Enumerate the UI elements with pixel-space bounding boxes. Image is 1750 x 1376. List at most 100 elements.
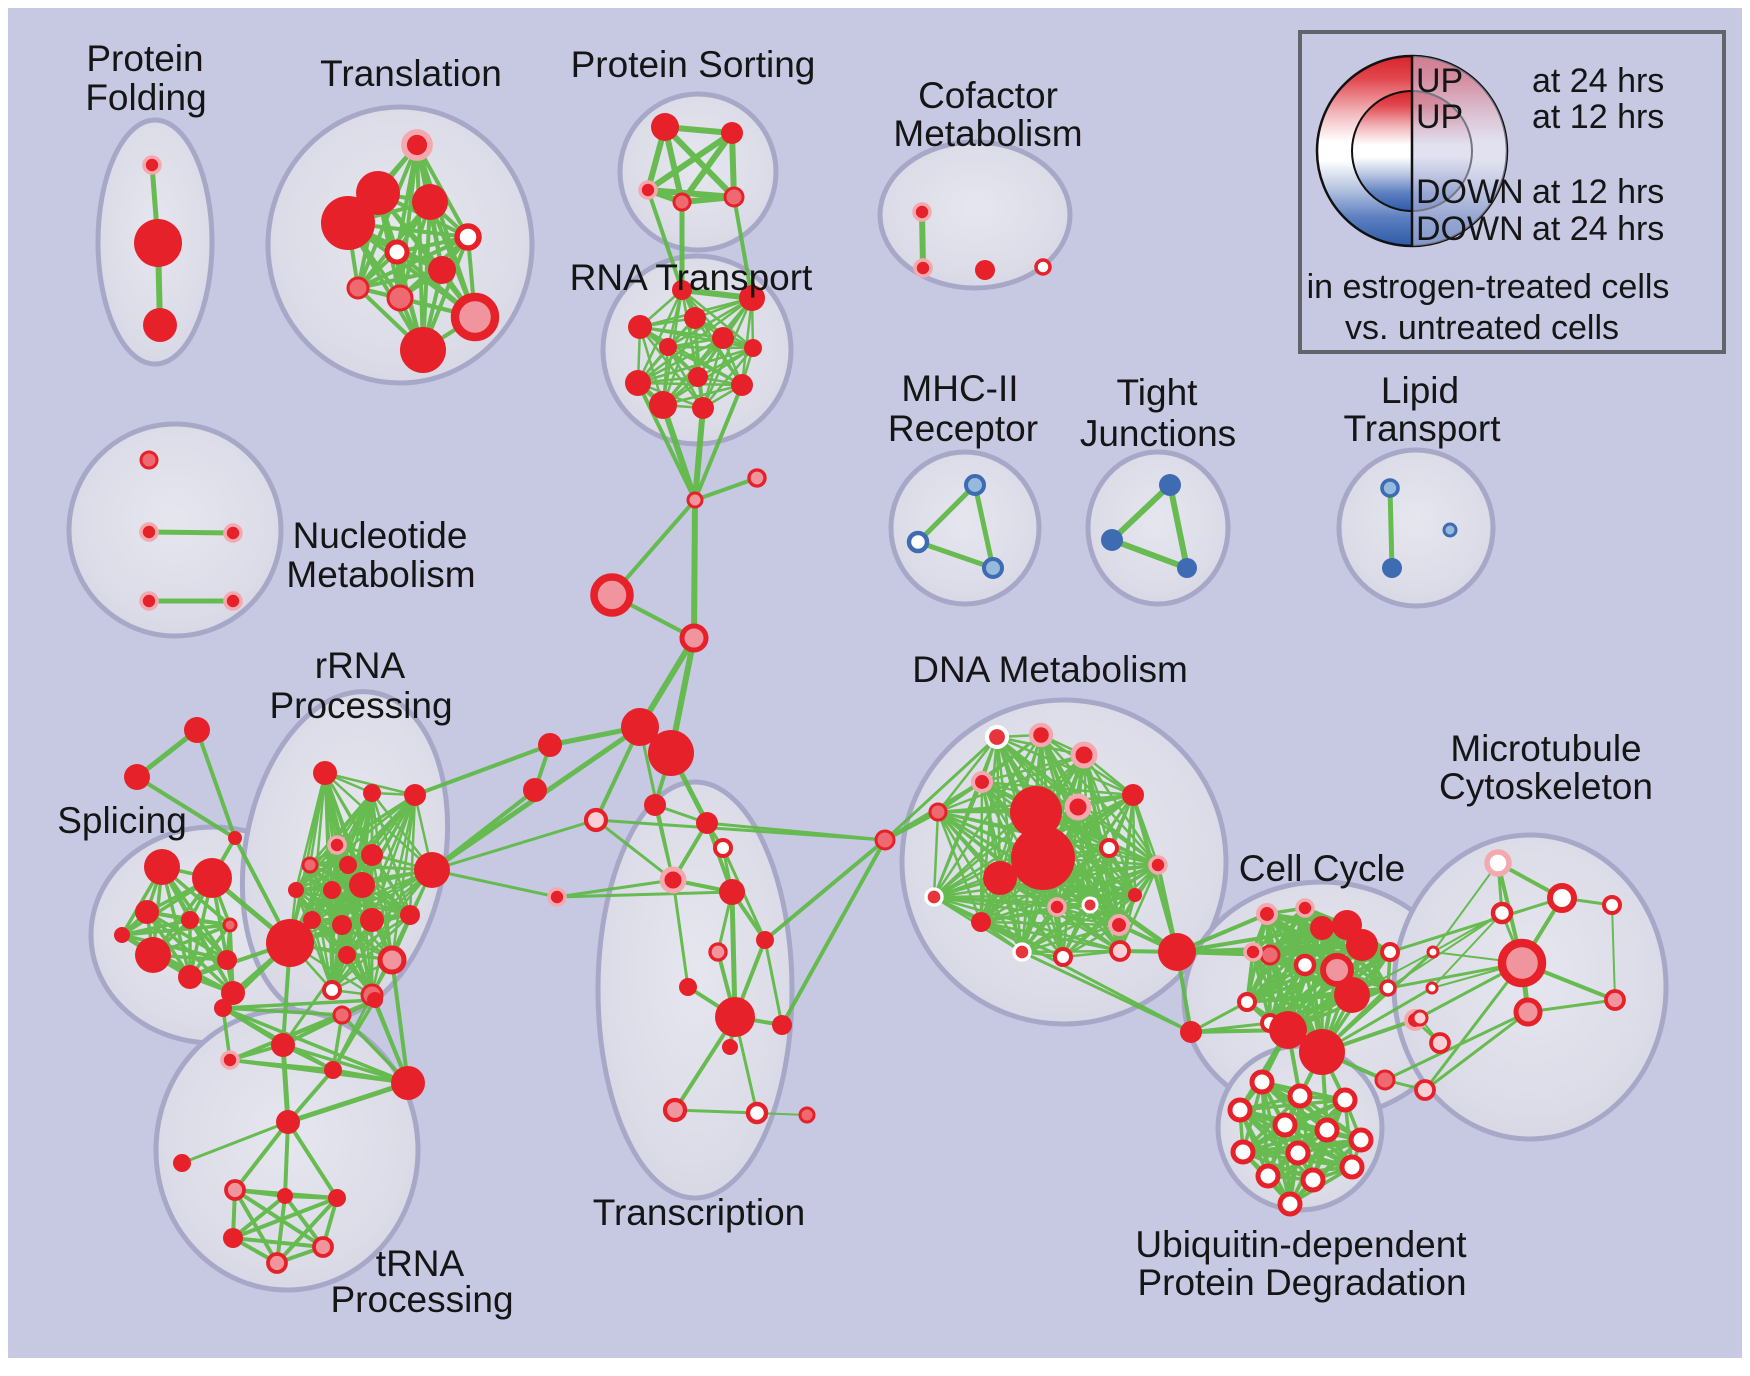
- gene-node[interactable]: [906, 530, 930, 554]
- gene-node[interactable]: [139, 591, 159, 611]
- gene-node[interactable]: [312, 1236, 334, 1258]
- gene-node[interactable]: [1295, 898, 1315, 918]
- gene-node[interactable]: [971, 912, 991, 932]
- gene-node[interactable]: [332, 1005, 352, 1025]
- gene-node[interactable]: [222, 917, 238, 933]
- gene-node[interactable]: [1299, 1029, 1345, 1075]
- gene-node[interactable]: [723, 186, 745, 208]
- gene-node[interactable]: [662, 1097, 688, 1123]
- gene-node[interactable]: [271, 1033, 295, 1057]
- gene-node[interactable]: [192, 858, 232, 898]
- gene-node[interactable]: [400, 327, 446, 373]
- gene-node[interactable]: [1374, 1069, 1396, 1091]
- gene-node[interactable]: [1272, 1112, 1298, 1138]
- gene-node[interactable]: [1348, 1127, 1374, 1153]
- gene-node[interactable]: [1101, 529, 1123, 551]
- gene-node[interactable]: [1380, 942, 1400, 962]
- gene-node[interactable]: [679, 623, 709, 653]
- gene-node[interactable]: [625, 370, 651, 396]
- gene-node[interactable]: [288, 882, 304, 898]
- gene-node[interactable]: [1269, 1011, 1307, 1049]
- gene-node[interactable]: [984, 724, 1010, 750]
- gene-node[interactable]: [583, 807, 609, 833]
- gene-node[interactable]: [181, 911, 199, 929]
- gene-node[interactable]: [1332, 1087, 1358, 1113]
- gene-node[interactable]: [322, 980, 342, 1000]
- gene-node[interactable]: [1379, 979, 1397, 997]
- gene-node[interactable]: [745, 1101, 769, 1125]
- gene-node[interactable]: [1148, 855, 1168, 875]
- gene-node[interactable]: [1011, 826, 1075, 890]
- gene-node[interactable]: [1122, 784, 1144, 806]
- gene-node[interactable]: [798, 1106, 816, 1124]
- gene-node[interactable]: [114, 927, 130, 943]
- gene-node[interactable]: [772, 1015, 792, 1035]
- gene-node[interactable]: [1243, 942, 1263, 962]
- gene-node[interactable]: [739, 285, 765, 311]
- gene-node[interactable]: [338, 946, 356, 964]
- gene-node[interactable]: [659, 338, 677, 356]
- gene-node[interactable]: [1497, 938, 1547, 988]
- gene-node[interactable]: [223, 523, 243, 543]
- gene-node[interactable]: [523, 778, 547, 802]
- gene-node[interactable]: [1070, 741, 1098, 769]
- gene-node[interactable]: [1237, 992, 1257, 1012]
- gene-node[interactable]: [223, 1228, 243, 1248]
- gene-node[interactable]: [277, 1188, 293, 1204]
- gene-node[interactable]: [303, 911, 321, 929]
- gene-node[interactable]: [644, 794, 666, 816]
- gene-node[interactable]: [134, 219, 182, 267]
- gene-node[interactable]: [386, 284, 414, 312]
- gene-node[interactable]: [590, 573, 634, 617]
- gene-node[interactable]: [1099, 838, 1119, 858]
- gene-node[interactable]: [712, 327, 734, 349]
- gene-node[interactable]: [173, 1154, 191, 1172]
- gene-node[interactable]: [400, 905, 420, 925]
- gene-node[interactable]: [332, 915, 352, 935]
- gene-node[interactable]: [224, 1179, 246, 1201]
- gene-node[interactable]: [708, 942, 728, 962]
- gene-node[interactable]: [266, 1252, 288, 1274]
- gene-node[interactable]: [1300, 1167, 1326, 1193]
- gene-node[interactable]: [731, 374, 753, 396]
- gene-node[interactable]: [454, 223, 482, 251]
- gene-node[interactable]: [1334, 977, 1370, 1013]
- gene-node[interactable]: [323, 881, 341, 899]
- gene-node[interactable]: [1429, 1032, 1451, 1054]
- gene-node[interactable]: [266, 919, 314, 967]
- gene-node[interactable]: [1513, 997, 1543, 1027]
- gene-node[interactable]: [223, 591, 243, 611]
- gene-node[interactable]: [135, 900, 159, 924]
- gene-node[interactable]: [361, 844, 383, 866]
- gene-node[interactable]: [367, 992, 383, 1008]
- gene-node[interactable]: [1081, 896, 1099, 914]
- gene-node[interactable]: [659, 866, 687, 894]
- gene-node[interactable]: [124, 764, 150, 790]
- gene-node[interactable]: [1159, 474, 1181, 496]
- gene-node[interactable]: [412, 184, 448, 220]
- gene-node[interactable]: [649, 391, 677, 419]
- gene-node[interactable]: [981, 556, 1005, 580]
- gene-node[interactable]: [1064, 793, 1092, 821]
- gene-node[interactable]: [178, 965, 202, 989]
- gene-node[interactable]: [1128, 888, 1142, 902]
- gene-node[interactable]: [538, 733, 562, 757]
- gene-node[interactable]: [1034, 258, 1052, 276]
- gene-node[interactable]: [391, 1066, 425, 1100]
- gene-node[interactable]: [217, 950, 237, 970]
- gene-node[interactable]: [1180, 1021, 1202, 1043]
- gene-node[interactable]: [313, 761, 337, 785]
- gene-node[interactable]: [1230, 1139, 1256, 1165]
- gene-node[interactable]: [360, 908, 384, 932]
- gene-node[interactable]: [648, 730, 694, 776]
- gene-node[interactable]: [1346, 929, 1378, 961]
- gene-node[interactable]: [1249, 1069, 1275, 1095]
- gene-node[interactable]: [1380, 478, 1400, 498]
- gene-node[interactable]: [1010, 786, 1062, 838]
- gene-node[interactable]: [404, 784, 426, 806]
- gene-node[interactable]: [144, 849, 180, 885]
- gene-node[interactable]: [1255, 1163, 1281, 1189]
- gene-node[interactable]: [1604, 989, 1626, 1011]
- gene-node[interactable]: [1285, 1140, 1311, 1166]
- gene-node[interactable]: [1287, 1083, 1313, 1109]
